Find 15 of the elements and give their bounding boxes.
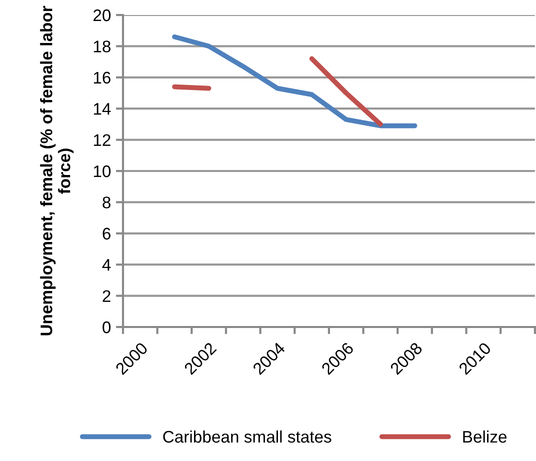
- y-tick-label: 14: [94, 103, 111, 115]
- y-tick-label: 2: [102, 290, 110, 302]
- y-tick-label: 0: [102, 321, 111, 334]
- y-tick-label: 12: [94, 134, 110, 146]
- legend-label: Caribbean small states: [163, 430, 332, 443]
- y-tick-label: 4: [102, 259, 111, 271]
- y-tick-label: 18: [94, 40, 110, 52]
- y-tick-label: 6: [102, 228, 110, 240]
- y-tick-label: 20: [93, 9, 111, 22]
- y-tick-label: 8: [102, 196, 110, 208]
- legend-label: Belize: [463, 430, 507, 443]
- y-tick-label: 16: [94, 72, 110, 84]
- y-axis-title: Unemployment, female (% of female labor force): [40, 6, 74, 336]
- y-tick-label: 10: [94, 165, 111, 178]
- line-series: [172, 34, 418, 128]
